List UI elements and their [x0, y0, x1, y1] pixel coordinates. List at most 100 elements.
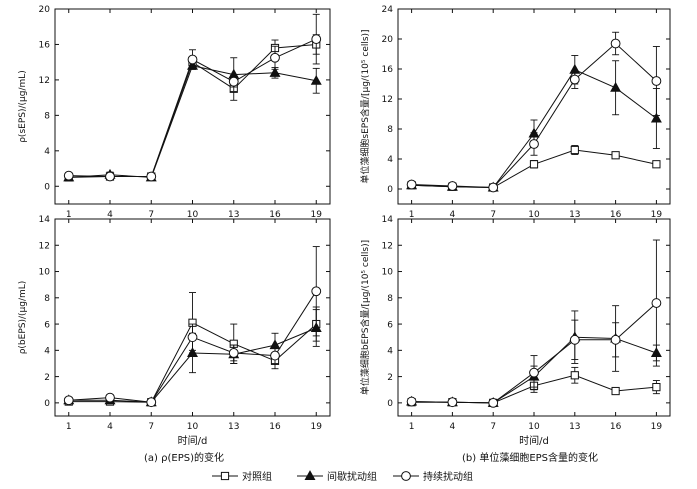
x-tick-label: 16 — [610, 422, 622, 432]
data-point-circle — [187, 332, 198, 343]
data-point-circle — [270, 350, 280, 361]
x-tick-label: 4 — [450, 422, 456, 432]
x-tick-label: 1 — [409, 422, 415, 432]
data-point-circle — [311, 34, 322, 45]
y-tick-label: 16 — [39, 41, 51, 51]
data-point-triangle — [650, 112, 662, 123]
data-point-square — [611, 151, 620, 160]
data-point-triangle — [269, 66, 281, 77]
y-tick-label: 10 — [382, 268, 394, 278]
caption-left: (a) ρ(EPS)的变化 — [144, 451, 224, 464]
chart-panel-top-right: 0 4 8 12 16 20 24 1 4 7 10 13 16 19 单位藻细胞sEPS含量/[μg/(1… — [359, 5, 671, 220]
y-tick-label: 12 — [39, 241, 50, 251]
x-tick-label: 19 — [651, 210, 663, 220]
x-tick-label: 7 — [490, 422, 496, 432]
data-point-circle — [488, 397, 499, 408]
x-axis-label: 时间/d — [178, 434, 208, 447]
y-tick-label: 8 — [387, 294, 393, 304]
x-tick-label: 19 — [651, 422, 663, 432]
y-tick-label: 6 — [387, 320, 393, 330]
data-point-square — [611, 386, 620, 396]
x-tick-label: 13 — [569, 422, 580, 432]
series-circle — [63, 13, 322, 182]
x-tick-label: 10 — [187, 422, 199, 432]
data-point-square — [652, 160, 661, 169]
data-point-square — [529, 160, 539, 169]
y-axis-label: 单位藻细胞bEPS含量/[μg/(10⁵ cells)] — [359, 240, 371, 395]
chart-panel-top-left: 0 4 8 12 16 20 1 4 7 10 13 16 19 ρ(sEPS)/(μg/mL) — [18, 5, 331, 220]
y-tick-label: 4 — [387, 347, 393, 357]
x-tick-label: 13 — [569, 210, 580, 220]
data-point-circle — [105, 392, 115, 403]
y-tick-label: 20 — [39, 5, 51, 15]
data-point-circle — [651, 76, 662, 86]
data-point-circle — [651, 298, 662, 308]
x-tick-label: 10 — [187, 210, 199, 220]
data-point-circle — [447, 181, 458, 191]
x-tick-label: 1 — [409, 210, 415, 220]
data-point-circle — [569, 334, 580, 345]
y-tick-label: 12 — [382, 241, 393, 251]
data-point-circle — [488, 182, 499, 193]
y-tick-label: 14 — [39, 215, 51, 225]
legend-label: 持续扰动组 — [423, 470, 473, 483]
legend-item: 持续扰动组 — [393, 470, 473, 483]
data-point-circle — [610, 38, 621, 49]
data-point-circle — [270, 52, 280, 63]
data-point-circle — [569, 74, 580, 85]
y-tick-label: 12 — [39, 76, 50, 86]
legend-marker-circle — [401, 471, 411, 481]
y-axis-label: ρ(bEPS)/(μg/mL) — [18, 281, 28, 355]
data-point-circle — [146, 171, 157, 182]
x-tick-label: 1 — [66, 422, 72, 432]
series-circle — [406, 239, 662, 408]
series-triangle — [406, 55, 662, 192]
x-tick-label: 7 — [148, 210, 154, 220]
y-axis-label: 单位藻细胞sEPS含量/[μg/(10⁵ cells)] — [359, 29, 371, 183]
x-tick-label: 16 — [269, 210, 281, 220]
y-tick-label: 4 — [387, 155, 393, 165]
plot-frame — [397, 8, 671, 205]
y-tick-label: 8 — [44, 294, 50, 304]
y-tick-label: 4 — [44, 147, 50, 157]
y-tick-label: 0 — [387, 185, 393, 195]
series-circle — [406, 31, 662, 193]
x-tick-label: 13 — [228, 422, 239, 432]
y-tick-label: 10 — [39, 268, 51, 278]
x-tick-label: 13 — [228, 210, 239, 220]
y-tick-label: 4 — [44, 347, 50, 357]
data-point-circle — [146, 397, 157, 408]
x-tick-label: 1 — [66, 210, 72, 220]
y-tick-label: 2 — [44, 373, 50, 383]
x-tick-label: 4 — [107, 422, 113, 432]
x-tick-label: 19 — [311, 422, 323, 432]
data-point-triangle — [610, 81, 622, 92]
data-point-circle — [406, 396, 417, 407]
data-point-square — [570, 371, 579, 380]
legend-marker-triangle — [304, 470, 316, 481]
data-point-circle — [529, 367, 539, 378]
data-point-circle — [228, 76, 239, 87]
x-tick-label: 4 — [107, 210, 113, 220]
data-point-circle — [529, 139, 539, 149]
data-point-square — [570, 145, 579, 155]
y-tick-label: 8 — [387, 125, 393, 135]
series-circle — [63, 246, 322, 408]
y-tick-label: 0 — [387, 399, 393, 409]
y-tick-label: 0 — [44, 182, 50, 192]
data-point-circle — [187, 54, 198, 65]
plot-frame — [54, 8, 331, 205]
y-tick-label: 14 — [382, 215, 394, 225]
data-point-circle — [228, 348, 239, 358]
data-point-square — [652, 383, 661, 392]
data-point-circle — [447, 397, 458, 408]
y-tick-label: 24 — [382, 5, 394, 15]
legend-marker-square — [220, 471, 230, 481]
x-axis-label: 时间/d — [519, 434, 549, 447]
data-point-triangle — [187, 347, 198, 357]
x-tick-label: 4 — [450, 210, 456, 220]
y-tick-label: 0 — [44, 399, 50, 409]
